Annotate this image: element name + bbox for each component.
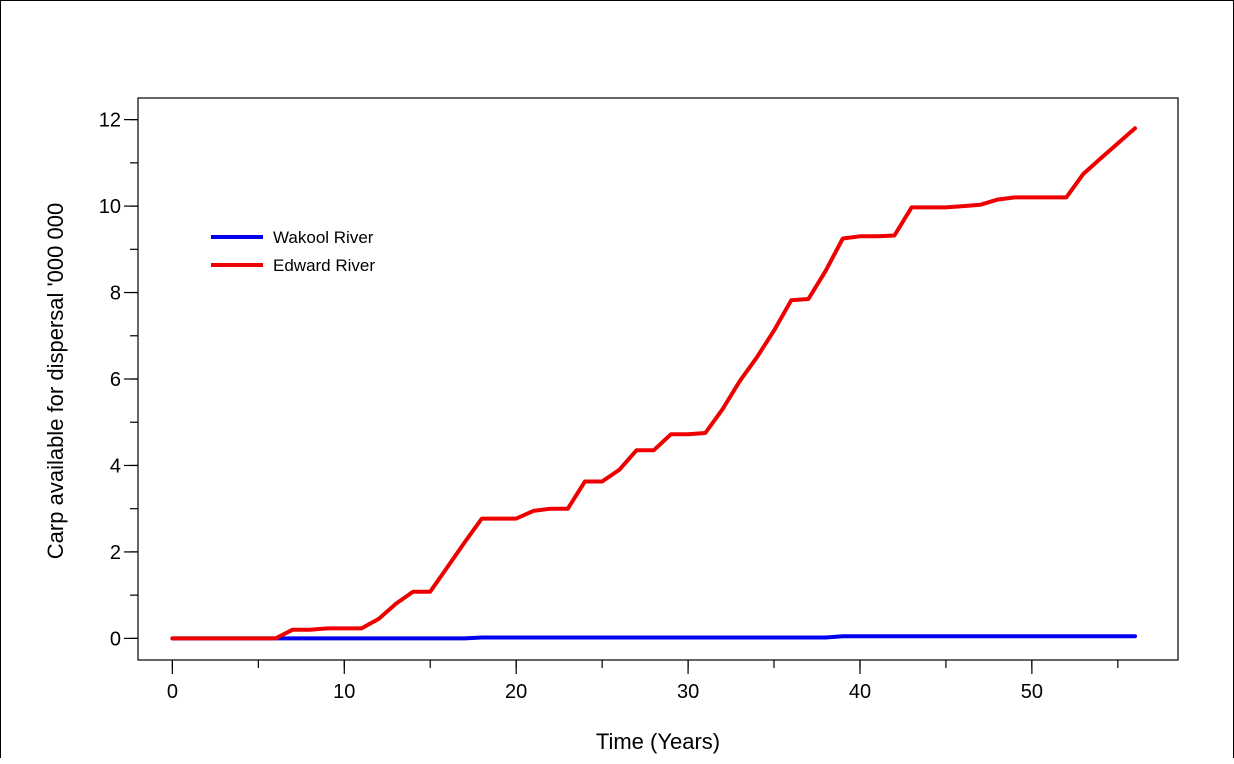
y-tick-label: 10 bbox=[99, 196, 121, 218]
y-tick-label: 6 bbox=[110, 369, 121, 391]
y-axis: 0 2 4 6 8 10 12 bbox=[99, 110, 138, 650]
x-tick-label: 50 bbox=[1021, 681, 1043, 703]
x-tick-label: 30 bbox=[677, 681, 699, 703]
series-layer bbox=[170, 126, 1137, 641]
x-axis-label: Time (Years) bbox=[596, 729, 720, 754]
y-tick-label: 4 bbox=[110, 455, 121, 477]
plot-area bbox=[137, 97, 1179, 661]
x-tick-label: 10 bbox=[333, 681, 355, 703]
x-tick-label: 0 bbox=[167, 681, 178, 703]
series-line-edward-river bbox=[170, 126, 1137, 641]
y-tick-label: 12 bbox=[99, 110, 121, 132]
y-tick-label: 2 bbox=[110, 542, 121, 564]
y-axis-label: Carp available for dispersal '000 000 bbox=[43, 203, 68, 559]
series-line-wakool-river bbox=[170, 634, 1137, 641]
x-tick-label: 40 bbox=[849, 681, 871, 703]
legend-label: Wakool River bbox=[273, 228, 374, 247]
x-axis: 0 10 20 30 40 50 bbox=[167, 660, 1119, 703]
legend-label: Edward River bbox=[273, 256, 375, 275]
y-tick-label: 8 bbox=[110, 283, 121, 305]
y-tick-label: 0 bbox=[110, 628, 121, 650]
x-tick-label: 20 bbox=[505, 681, 527, 703]
legend: Wakool River Edward River bbox=[211, 228, 375, 275]
